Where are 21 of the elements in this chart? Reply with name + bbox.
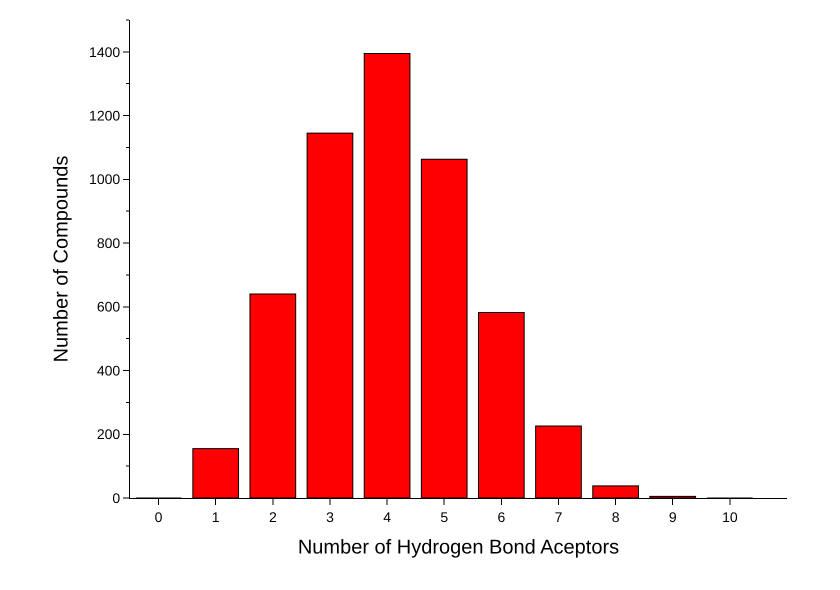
y-tick-label: 1200 (89, 108, 120, 124)
y-tick-label: 1000 (89, 171, 120, 188)
x-tick-label: 5 (440, 508, 448, 525)
y-tick-label: 0 (112, 490, 120, 506)
y-tick-label: 200 (96, 426, 120, 442)
x-tick-label: 10 (722, 508, 738, 525)
x-axis-title: Number of Hydrogen Bond Aceptors (298, 536, 620, 558)
x-tick-label: 2 (268, 508, 277, 525)
y-tick-label: 1400 (89, 44, 120, 60)
y-tick-label: 800 (96, 234, 120, 251)
y-tick-label: 400 (96, 362, 120, 378)
x-tick-label: 3 (326, 508, 334, 525)
x-tick-label: 9 (668, 508, 677, 525)
y-axis-title: Number of Compounds (50, 156, 73, 362)
x-tick-label: 1 (212, 508, 220, 525)
x-tick-label: 6 (497, 508, 506, 525)
x-tick-label: 4 (383, 508, 392, 525)
x-tick-label: 7 (554, 508, 563, 525)
x-tick-label: 0 (154, 508, 163, 525)
x-tick-label: 8 (612, 508, 620, 525)
y-tick-label: 600 (96, 298, 120, 315)
